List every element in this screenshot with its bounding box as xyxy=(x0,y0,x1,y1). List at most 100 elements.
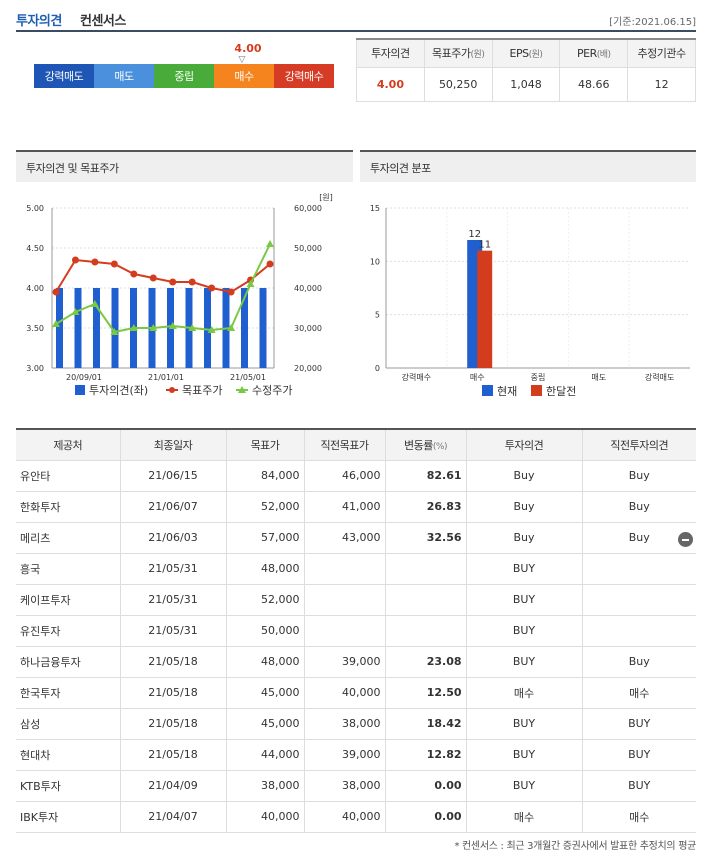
y-tick: 15 xyxy=(370,204,380,213)
table-cell: 매수 xyxy=(465,801,582,833)
opinion-bar xyxy=(111,288,119,368)
y-right-tick: 60,000 xyxy=(294,204,322,213)
table-cell: 48,000 xyxy=(225,553,304,585)
opinion-bar xyxy=(204,288,211,368)
target-price-point xyxy=(188,278,196,286)
target-price-line xyxy=(55,258,271,294)
table-cell xyxy=(384,584,466,616)
table-cell: 45,000 xyxy=(225,677,304,709)
consensus-value: 4.00 xyxy=(234,42,262,55)
table-cell: Buy xyxy=(581,460,696,492)
summary-value: 50,250 xyxy=(423,66,493,102)
table-cell: 40,000 xyxy=(225,801,304,833)
y-right-tick: 40,000 xyxy=(294,284,322,293)
table-cell: Buy xyxy=(465,491,582,523)
adjusted-price-point xyxy=(71,308,80,315)
table-cell xyxy=(581,615,696,647)
table-row: KTB투자 21/04/09 38,000 38,000 0.00 BUY BUY xyxy=(16,770,696,802)
legend-label: 현재 xyxy=(497,385,517,398)
page-title-part1: 투자의견 xyxy=(16,14,62,29)
scale-segment: 매도 xyxy=(94,64,154,88)
table-cell: BUY xyxy=(465,553,582,585)
y-tick: 5 xyxy=(375,311,380,320)
y-left-tick: 3.00 xyxy=(26,364,44,373)
table-header: 투자의견 xyxy=(465,429,582,461)
adjusted-price-point xyxy=(90,300,99,307)
x-tick: 중립 xyxy=(531,373,546,382)
legend-swatch-month-ago xyxy=(531,385,542,396)
table-cell: BUY xyxy=(465,770,582,802)
summary-table: 투자의견 목표주가(원) EPS(원) PER(배) 추정기관수 4.00 50,250 1… xyxy=(356,38,696,102)
table-cell: 21/05/18 xyxy=(119,739,226,771)
adjusted-price-point xyxy=(227,324,236,331)
table-row: 메리츠 21/06/03 57,000 43,000 32.56 Buy Buy xyxy=(16,522,696,554)
target-price-point xyxy=(169,278,177,286)
y-left-tick: 4.50 xyxy=(26,244,44,253)
table-cell: 46,000 xyxy=(303,460,385,492)
target-price-point xyxy=(130,270,138,278)
reference-date: [기준:2021.06.15] xyxy=(609,17,696,28)
adjusted-price-point xyxy=(207,326,216,333)
legend-label: 수정주가 xyxy=(252,384,292,397)
y-tick: 10 xyxy=(370,257,380,266)
legend-dot-target xyxy=(169,387,175,393)
table-row: 케이프투자 21/05/31 52,000 BUY xyxy=(16,584,696,616)
opinion-bar xyxy=(74,288,82,368)
broker-estimates-table: 제공처 최종일자 목표가 직전목표가 변동률(%) 투자의견 직전투자의견 유안타 21/06… xyxy=(16,428,696,833)
table-row: 현대차 21/05/18 44,000 39,000 12.82 BUY BUY xyxy=(16,739,696,771)
adjusted-price-point xyxy=(168,322,177,329)
adjusted-price-point xyxy=(188,324,197,331)
table-cell: 한화투자 xyxy=(16,491,120,523)
adjusted-price-point xyxy=(149,324,158,331)
summary-header: 목표주가(원) xyxy=(423,38,493,68)
table-cell: IBK투자 xyxy=(16,801,120,833)
table-cell: Buy xyxy=(581,522,696,554)
table-cell: 흥국 xyxy=(16,553,120,585)
table-cell: 21/06/03 xyxy=(119,522,226,554)
target-price-point xyxy=(227,288,235,296)
table-cell: KTB투자 xyxy=(16,770,120,802)
table-cell: 43,000 xyxy=(303,522,385,554)
adjusted-price-point xyxy=(246,280,255,287)
adjusted-price-point xyxy=(266,240,274,247)
x-tick: 강력매수 xyxy=(402,372,431,382)
chart-title-left: 투자의견 및 목표주가 xyxy=(16,150,353,182)
scale-segment: 강력매도 xyxy=(34,64,94,88)
summary-header-unit: (원) xyxy=(528,49,543,60)
summary-value: 48.66 xyxy=(559,66,629,102)
table-cell: 21/04/07 xyxy=(119,801,226,833)
opinion-target-chart: [원] 5.00 60,000 4.50 50,000 4.00 40,000 3.50 30,… xyxy=(26,193,333,397)
summary-header: PER(배) xyxy=(559,38,629,68)
table-header: 변동률(%) xyxy=(384,429,466,461)
table-row: 한국투자 21/05/18 45,000 40,000 12.50 매수 매수 xyxy=(16,677,696,709)
table-cell xyxy=(303,615,385,647)
y-right-tick: 50,000 xyxy=(294,244,322,253)
table-cell: 21/05/18 xyxy=(119,677,226,709)
table-cell: 케이프투자 xyxy=(16,584,120,616)
target-price-point xyxy=(149,274,157,282)
table-cell: 21/04/09 xyxy=(119,770,226,802)
legend-triangle-adjusted xyxy=(238,386,246,393)
table-cell: 48,000 xyxy=(225,646,304,678)
table-header: 목표가 xyxy=(225,429,304,461)
table-cell: Buy xyxy=(581,491,696,523)
table-cell: 21/05/31 xyxy=(119,553,226,585)
target-price-point xyxy=(266,260,274,268)
table-cell: BUY xyxy=(581,770,696,802)
consensus-scale: 강력매도 매도 중립 매수 강력매수 xyxy=(34,64,334,88)
summary-header: 추정기관수 xyxy=(627,38,696,68)
x-tick: 매수 xyxy=(470,373,485,382)
page-title-part2: 컨센서스 xyxy=(80,14,126,29)
table-cell: 삼성 xyxy=(16,708,120,740)
table-cell: 매수 xyxy=(465,677,582,709)
table-cell: 18.42 xyxy=(384,708,466,740)
y-left-tick: 3.50 xyxy=(26,324,44,333)
distribution-bar xyxy=(477,250,493,368)
collapse-minus-icon[interactable] xyxy=(678,532,693,547)
legend-swatch-current xyxy=(482,385,493,396)
legend-label: 투자의견(좌) xyxy=(89,384,148,397)
summary-value: 12 xyxy=(627,66,696,102)
scale-segment: 매수 xyxy=(214,64,274,88)
table-cell: Buy xyxy=(465,522,582,554)
